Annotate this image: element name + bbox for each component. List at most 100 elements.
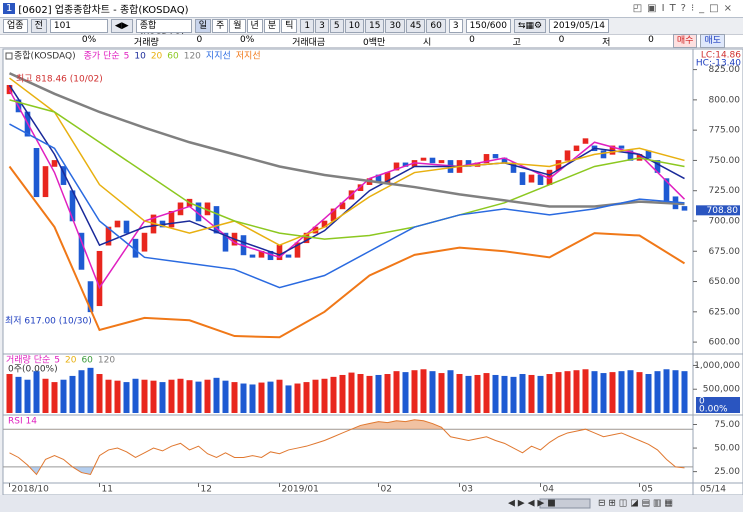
volume-bar — [474, 374, 481, 413]
period-button[interactable]: 주 — [211, 19, 229, 33]
current-date: 05/14 — [700, 485, 726, 495]
x-tick-label: 11 — [102, 485, 113, 495]
volume-bar — [204, 379, 211, 413]
y-tick-label: 25.00 — [714, 467, 740, 477]
app-icon: 1 — [3, 3, 16, 14]
y-tick-label: 75.00 — [714, 420, 740, 430]
interval-button[interactable]: 45 — [405, 19, 426, 33]
scope[interactable]: 전 — [30, 19, 47, 33]
volume-bar — [195, 381, 202, 413]
scroll-buttons[interactable]: ◀ ▶ ◀ ▶ ■ — [508, 499, 556, 509]
candle — [285, 254, 292, 258]
period-button[interactable]: 일 — [194, 19, 211, 33]
y-tick-label: 825.00 — [709, 65, 741, 75]
sell-button[interactable]: 매도 — [700, 34, 725, 48]
volume-bar — [15, 376, 22, 413]
interval-button[interactable]: 15 — [365, 19, 385, 33]
price-box — [696, 205, 740, 216]
volume-bar — [663, 369, 670, 413]
volume-bar — [285, 385, 292, 413]
interval-button[interactable]: 60 — [426, 19, 446, 33]
volume-bar — [42, 378, 49, 413]
candle — [78, 232, 85, 270]
interval-button[interactable]: 1 — [300, 19, 315, 33]
annotation: 최고 818.46 (10/02) — [16, 74, 103, 85]
y-tick-label: 650.00 — [709, 277, 741, 287]
count[interactable]: 3 — [448, 19, 463, 33]
volume-bar — [384, 374, 391, 413]
interval-button[interactable]: 30 — [385, 19, 405, 33]
code[interactable]: 101 — [49, 19, 108, 33]
legend-item: 5 — [124, 52, 130, 62]
volume-bar — [393, 371, 400, 413]
candle — [618, 145, 625, 149]
volume-bar — [654, 371, 661, 413]
date[interactable]: 2019/05/14 — [549, 19, 609, 33]
legend-item: 60 — [167, 52, 179, 62]
buy-button[interactable]: 매수 — [672, 34, 698, 48]
chart-frame — [2, 48, 743, 496]
interval-button[interactable]: 5 — [329, 19, 344, 33]
market[interactable]: 업종 — [3, 19, 28, 33]
volume-label: 0.00% — [699, 405, 728, 415]
nav[interactable]: ◀▶ — [110, 19, 133, 33]
candle — [105, 226, 112, 246]
y-tick-label: 1,000,000 — [694, 361, 740, 371]
y-tick-label: 775.00 — [709, 126, 741, 136]
legend-item: 지지선 — [206, 51, 231, 62]
title-bar: 1 [0602] 업종종합차트 - 종합(KOSDAQ) ◰▣ⅠT?⁝_□× — [0, 0, 743, 18]
tools[interactable]: ⇆▦⚙ — [513, 19, 547, 33]
volume-bar — [105, 379, 112, 413]
rsi-line — [9, 419, 685, 476]
period-button[interactable]: 년 — [246, 19, 263, 33]
volume-bar — [600, 373, 607, 413]
legend-prefix: 거래량 단순 — [6, 354, 50, 366]
y-tick-label: 625.00 — [709, 307, 741, 317]
intervals: 1 3 5 10 15 30 45 60 — [300, 19, 446, 33]
x-tick-label: 02 — [381, 485, 392, 495]
volume-bar — [546, 374, 553, 413]
volume-bar — [582, 369, 589, 413]
current-price: 708.80 — [707, 206, 739, 216]
y-tick-label: 500,000 — [703, 385, 740, 395]
window-controls[interactable]: ◰▣ⅠT?⁝_□× — [632, 3, 737, 14]
annotation: 최저 617.00 (10/30) — [5, 316, 92, 327]
chart-title: 종합(KOSDAQ) — [14, 51, 76, 62]
zoom-buttons[interactable]: ⊟ ⊞ ◫ ◪ ▤ ▥ ▦ — [598, 499, 673, 509]
info-bar: 0% 거래량 0 0% 거래대금 0백만 시 0 고 0 저 0 매수 매도 — [0, 34, 743, 48]
candle — [564, 150, 571, 161]
volume-bar — [573, 370, 580, 413]
volume-bar — [447, 370, 454, 413]
volume-bar — [96, 374, 103, 413]
y-tick-label: 750.00 — [709, 156, 741, 166]
scroll-thumb[interactable] — [539, 498, 591, 509]
info-field: 0 — [648, 34, 654, 45]
volume-bar — [609, 372, 616, 413]
volume-label: 0 — [699, 397, 705, 407]
info-field: 0 — [196, 34, 203, 45]
legend-item: 저지선 — [236, 51, 261, 62]
volume-bar — [231, 382, 238, 413]
volume-bar — [402, 372, 409, 413]
info-field: 시 — [423, 37, 432, 48]
interval-button[interactable]: 3 — [315, 19, 329, 33]
candle — [438, 160, 445, 164]
x-tick-label: 12 — [201, 485, 212, 495]
period-button[interactable]: 틱 — [281, 19, 298, 33]
interval-button[interactable]: 10 — [344, 19, 365, 33]
volume-bar — [591, 371, 598, 413]
candle — [51, 160, 58, 167]
period-button[interactable]: 월 — [229, 19, 246, 33]
volume-bar — [645, 374, 652, 413]
info-field: 0 — [558, 34, 565, 45]
volume-bar — [123, 382, 130, 413]
volume-bar — [87, 367, 94, 413]
volume-bar — [456, 374, 463, 413]
x-tick-label: 2019/01 — [282, 485, 319, 495]
chart: ◀ ▶ ◀ ▶ ■ ⊟ ⊞ ◫ ◪ ▤ ▥ ▦ 600.00 625.00 650.… — [0, 48, 743, 512]
volume-bar — [24, 379, 31, 413]
volume-bar — [375, 374, 382, 413]
candle — [573, 145, 580, 152]
period-button[interactable]: 분 — [263, 19, 281, 33]
info-field: 0% — [240, 34, 255, 45]
